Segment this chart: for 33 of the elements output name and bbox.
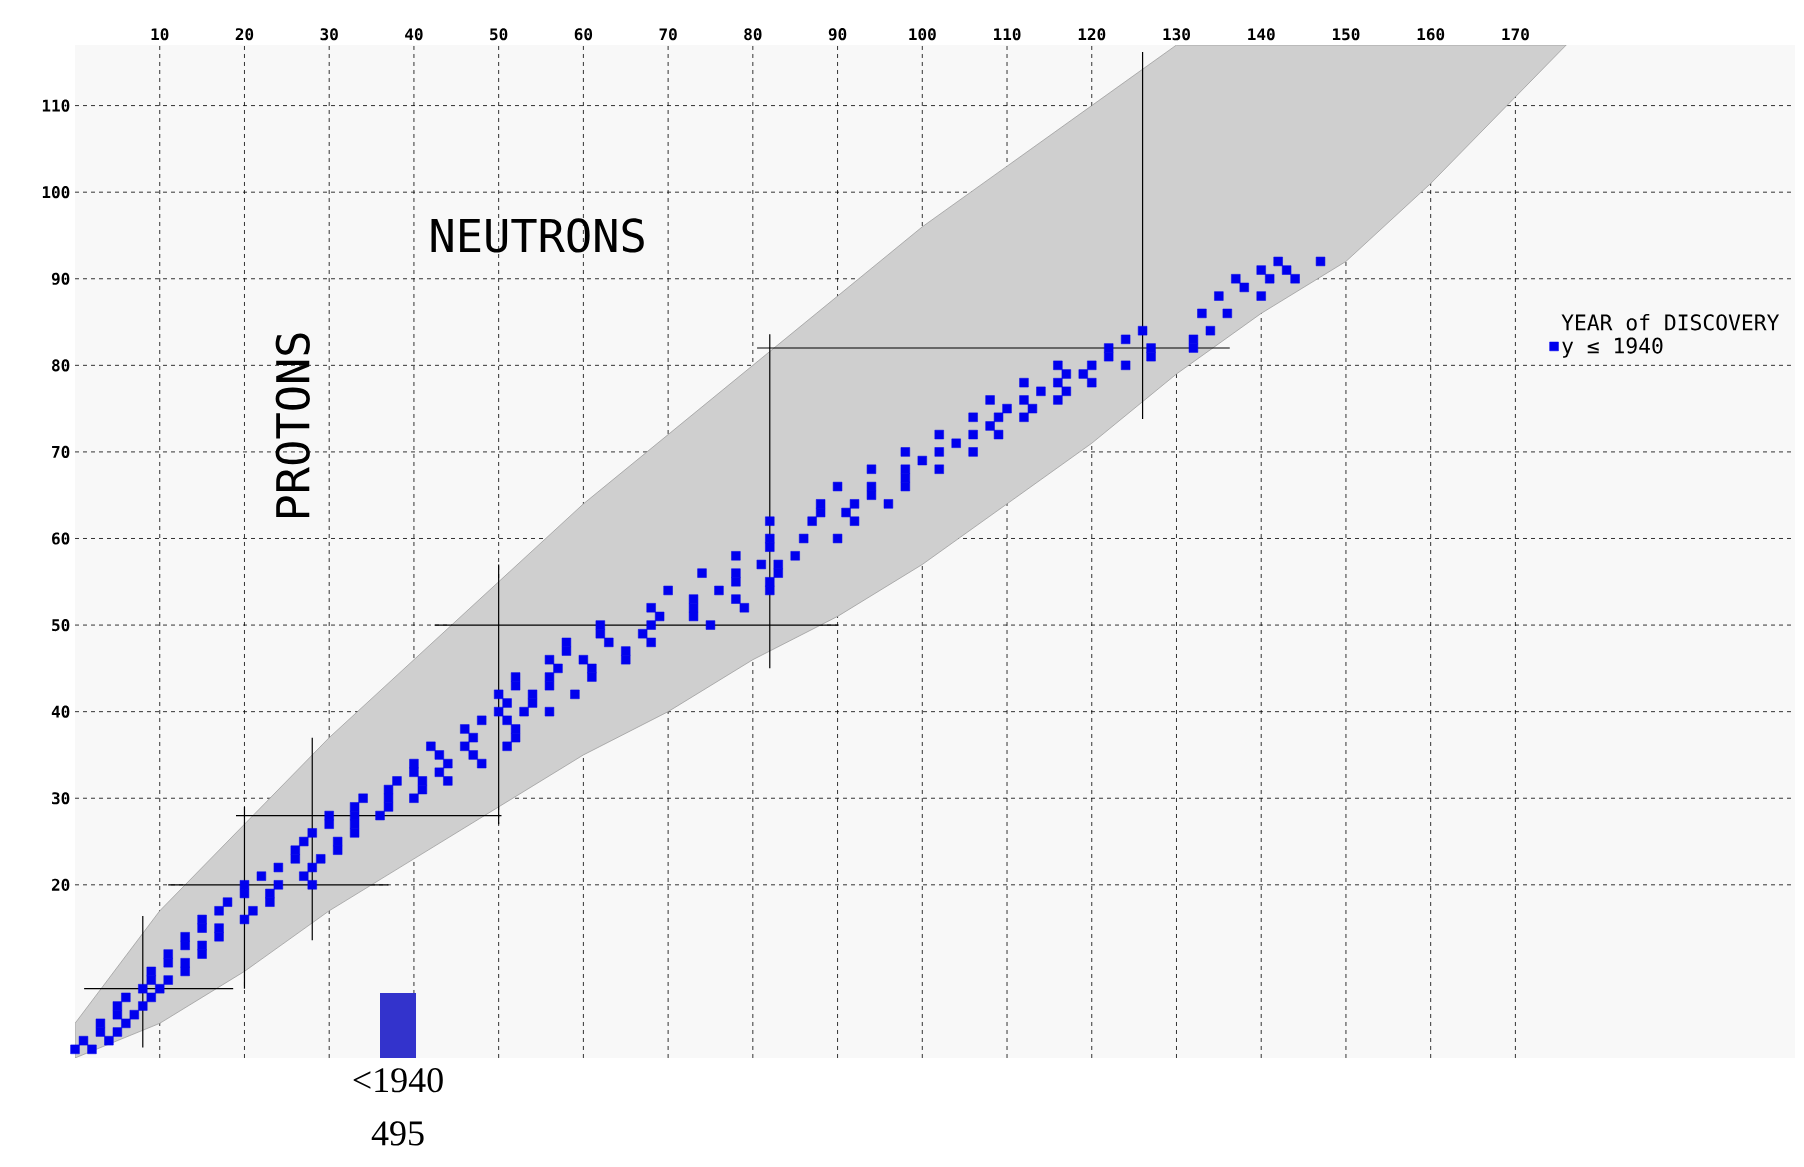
x-tick-label: 80 <box>744 28 762 41</box>
y-tick-label: 30 <box>52 792 70 805</box>
y-tick-label: 100 <box>42 186 70 199</box>
x-tick-label: 150 <box>1332 28 1360 41</box>
x-tick-label: 50 <box>490 28 508 41</box>
y-tick-label: 80 <box>52 359 70 372</box>
x-tick-label: 40 <box>405 28 423 41</box>
x-tick-label: <1940 <box>353 1068 443 1093</box>
legend-title: YEAR of DISCOVERY <box>1561 313 1780 331</box>
y-tick-label: 40 <box>51 705 70 718</box>
x-tick-label: 30 <box>320 28 338 41</box>
x-tick-label: 130 <box>1163 28 1190 41</box>
x-tick-label: 60 <box>574 28 593 41</box>
x-axis-title: NEUTRONS <box>431 218 644 253</box>
data-label: 495 <box>371 1121 424 1146</box>
x-tick-label: 20 <box>235 28 254 41</box>
x-tick-label: 140 <box>1248 28 1275 41</box>
y-tick-label: 110 <box>42 99 70 112</box>
y-tick-label: 70 <box>52 445 70 458</box>
x-tick-label: 90 <box>828 28 847 41</box>
x-tick-label: 100 <box>909 28 936 41</box>
x-tick-label: 170 <box>1502 28 1529 41</box>
y-tick-label: 20 <box>51 878 70 891</box>
y-axis-title: PROTONS <box>275 333 310 518</box>
x-tick-label: 70 <box>659 28 677 41</box>
x-tick-label: 120 <box>1078 28 1106 41</box>
x-tick-label: 160 <box>1417 28 1445 41</box>
x-tick-label: 110 <box>994 28 1021 41</box>
y-tick-label: 50 <box>52 619 70 632</box>
y-tick-label: 90 <box>51 272 70 285</box>
legend-label: y ≤ 1940 <box>1562 337 1663 358</box>
x-tick-label: 10 <box>151 28 169 41</box>
y-tick-label: 60 <box>52 532 70 545</box>
